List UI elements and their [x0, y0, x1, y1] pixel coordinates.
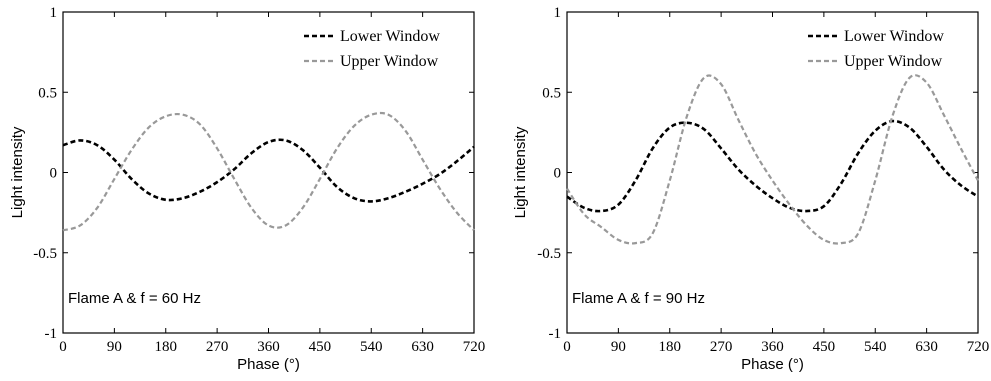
y-tick-label: 0.5 — [38, 85, 57, 101]
x-axis-label: Phase (°) — [237, 356, 300, 373]
x-tick-label: 540 — [864, 339, 887, 355]
x-tick-label: 630 — [411, 339, 434, 355]
legend-label: Lower Window — [844, 28, 944, 45]
legend-label: Upper Window — [340, 53, 439, 70]
x-tick-label: 270 — [710, 339, 733, 355]
legend-label: Upper Window — [844, 53, 943, 70]
x-axis-label: Phase (°) — [741, 356, 804, 373]
y-tick-label: 1 — [554, 5, 562, 21]
chart-flame-a-60hz: 0 90 180 270 360 450 540 630 720 -1 -0.5 0 0.5 1 Phase… — [9, 5, 485, 373]
x-tick-label: 360 — [761, 339, 784, 355]
x-tick-label: 630 — [915, 339, 938, 355]
y-tick-label: -0.5 — [537, 246, 561, 262]
x-tick-label: 720 — [463, 339, 486, 355]
series-line-upper-window — [566, 74, 979, 245]
x-tick-label: 90 — [611, 339, 626, 355]
legend-label: Lower Window — [340, 28, 440, 45]
chart-annotation: Flame A & f = 90 Hz — [572, 290, 705, 307]
x-tick-label: 360 — [257, 339, 280, 355]
x-tick-label: 270 — [206, 339, 229, 355]
x-tick-label: 540 — [360, 339, 383, 355]
chart-flame-a-90hz: 0 90 180 270 360 450 540 630 720 -1 -0.5 0 0.5 1 Phase… — [512, 5, 989, 373]
y-tick-label: -0.5 — [33, 246, 57, 262]
x-tick-label: 720 — [967, 339, 990, 355]
series-line-lower-window — [566, 119, 979, 213]
y-tick-label: 0 — [554, 166, 562, 182]
y-tick-label: 1 — [50, 5, 58, 21]
chart-annotation: Flame A & f = 60 Hz — [68, 290, 201, 307]
x-tick-label: 90 — [107, 339, 122, 355]
series-line-upper-window — [62, 111, 475, 232]
y-tick-label: 0 — [50, 166, 58, 182]
x-tick-label: 0 — [59, 339, 67, 355]
y-tick-label: 0.5 — [542, 85, 561, 101]
x-tick-label: 0 — [563, 339, 571, 355]
y-tick-label: -1 — [549, 326, 562, 342]
y-axis-label: Light intensity — [512, 126, 529, 218]
series-line-lower-window — [62, 138, 475, 203]
x-tick-label: 450 — [813, 339, 836, 355]
y-axis-label: Light intensity — [9, 126, 26, 218]
x-tick-label: 450 — [309, 339, 332, 355]
x-tick-label: 180 — [659, 339, 682, 355]
x-tick-label: 180 — [155, 339, 178, 355]
y-tick-label: -1 — [45, 326, 58, 342]
